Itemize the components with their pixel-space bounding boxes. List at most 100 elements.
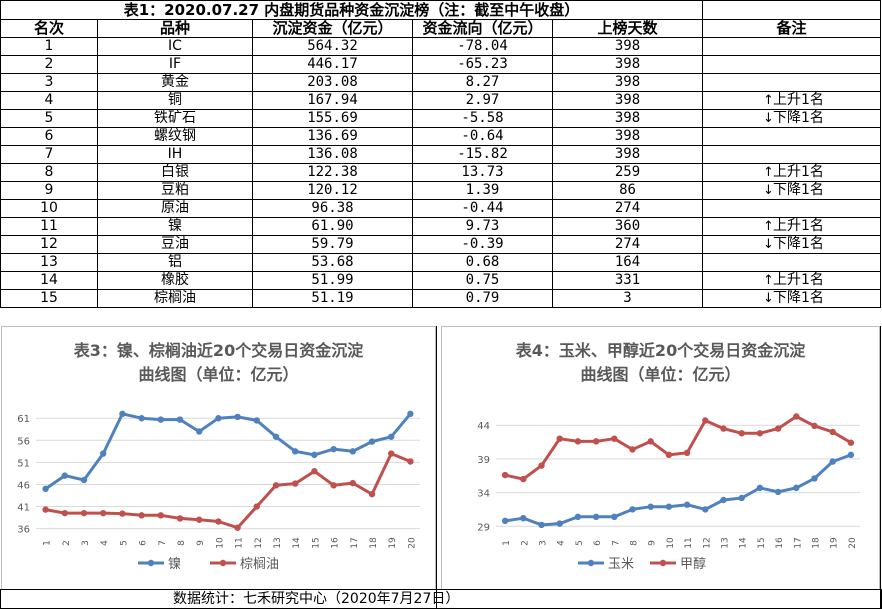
x-tick-label: 6 xyxy=(593,540,603,546)
table-row: 15 棕榈油 51.19 0.79 3 ↓下降1名 xyxy=(0,289,881,308)
chart-corn-methanol: 表4：玉米、甲醇近20个交易日资金沉淀 曲线图（单位：亿元） 29 34 39 44 1… xyxy=(441,326,880,590)
table-row: 1 IC 564.32 -78.04 398 xyxy=(0,37,881,56)
days-cell: 331 xyxy=(552,271,703,290)
amount-cell: 96.38 xyxy=(252,199,413,218)
legend-label: 镍 xyxy=(168,557,181,572)
table-row: 5 铁矿石 155.69 -5.58 398 ↓下降1名 xyxy=(0,109,881,128)
data-point xyxy=(611,513,618,521)
data-point xyxy=(349,448,356,455)
y-tick-label: 44 xyxy=(477,421,490,432)
footer-source: 数据统计：七禾研究中心（2020年7月27日） xyxy=(0,589,882,609)
rank-cell: 9 xyxy=(0,181,98,200)
table-row: 8 白银 122.38 13.73 259 ↑上升1名 xyxy=(0,163,881,182)
data-point xyxy=(61,472,68,479)
data-point xyxy=(272,482,280,489)
remark-text: 上升1名 xyxy=(773,272,824,289)
days-cell: 398 xyxy=(552,109,703,128)
data-point xyxy=(501,471,509,479)
name-cell: 螺纹钢 xyxy=(97,127,253,146)
data-point xyxy=(311,468,318,475)
rank-cell: 10 xyxy=(0,199,98,218)
x-tick-label: 19 xyxy=(388,537,398,549)
x-tick-label: 8 xyxy=(177,540,187,546)
x-tick-label: 17 xyxy=(350,537,360,548)
rank-cell: 14 xyxy=(0,271,98,290)
y-tick-label: 34 xyxy=(477,489,490,500)
column-header: 品种 xyxy=(97,19,253,38)
table-row: 11 镍 61.90 9.73 360 ↑上升1名 xyxy=(0,217,881,236)
remark-text: 上升1名 xyxy=(773,164,824,181)
table-row: 6 螺纹钢 136.69 -0.64 398 xyxy=(0,127,881,146)
data-point xyxy=(80,476,88,484)
data-point xyxy=(592,513,600,521)
remark-cell: ↑上升1名 xyxy=(702,217,881,236)
data-point xyxy=(138,415,145,422)
data-point xyxy=(629,446,636,453)
table-row: 2 IF 446.17 -65.23 398 xyxy=(0,55,881,74)
data-point xyxy=(574,513,582,521)
x-tick-label: 15 xyxy=(757,537,767,548)
remark-cell xyxy=(702,55,881,74)
data-point xyxy=(253,503,260,510)
data-point xyxy=(407,458,414,465)
data-point xyxy=(665,451,673,459)
data-point xyxy=(176,416,184,423)
arrow-down-icon: ↓ xyxy=(763,111,774,126)
x-tick-label: 2 xyxy=(520,540,530,546)
x-tick-label: 13 xyxy=(721,537,731,548)
remark-text: 上升1名 xyxy=(773,218,824,235)
x-tick-label: 17 xyxy=(793,537,803,548)
legend-marker xyxy=(659,559,667,567)
flow-cell: -78.04 xyxy=(412,37,553,56)
data-point xyxy=(407,410,414,418)
arrow-down-icon: ↓ xyxy=(763,183,774,198)
data-point xyxy=(774,425,782,432)
rank-cell: 11 xyxy=(0,217,98,236)
remark-cell: ↑上升1名 xyxy=(702,163,881,182)
remark-cell xyxy=(702,73,881,92)
flow-cell: -15.82 xyxy=(412,145,553,164)
data-point xyxy=(556,520,563,527)
arrow-up-icon: ↑ xyxy=(763,93,774,108)
y-tick-label: 36 xyxy=(17,525,30,536)
name-cell: 豆油 xyxy=(97,235,253,254)
days-cell: 3 xyxy=(552,289,703,308)
data-point xyxy=(349,479,356,487)
data-point xyxy=(157,512,164,519)
name-cell: 黄金 xyxy=(97,73,253,92)
data-point xyxy=(368,438,376,445)
legend-marker xyxy=(587,559,595,567)
data-point xyxy=(388,433,395,440)
x-tick-label: 3 xyxy=(81,540,91,546)
remark-text: 上升1名 xyxy=(773,92,824,109)
data-point xyxy=(592,438,600,445)
x-tick-label: 2 xyxy=(62,540,72,546)
data-point xyxy=(196,428,203,435)
days-cell: 259 xyxy=(552,163,703,182)
rank-cell: 13 xyxy=(0,253,98,272)
x-tick-label: 16 xyxy=(775,537,785,549)
x-tick-label: 13 xyxy=(273,537,283,548)
data-point xyxy=(234,413,241,421)
column-header: 上榜天数 xyxy=(552,19,703,38)
flow-cell: -5.58 xyxy=(412,109,553,128)
remark-text: 下降1名 xyxy=(773,182,824,199)
data-point xyxy=(647,503,654,510)
y-tick-label: 61 xyxy=(17,414,30,425)
x-tick-label: 12 xyxy=(254,537,264,548)
data-point xyxy=(501,517,509,525)
arrow-up-icon: ↑ xyxy=(763,219,774,234)
name-cell: 白银 xyxy=(97,163,253,182)
flow-cell: 8.27 xyxy=(412,73,553,92)
flow-cell: 1.39 xyxy=(412,181,553,200)
data-point xyxy=(629,506,636,513)
data-point xyxy=(811,422,818,430)
y-tick-label: 29 xyxy=(477,522,490,533)
data-point xyxy=(272,433,280,440)
name-cell: IF xyxy=(97,55,253,74)
days-cell: 274 xyxy=(552,199,703,218)
data-point xyxy=(793,484,800,492)
rank-cell: 1 xyxy=(0,37,98,56)
data-point xyxy=(538,521,545,529)
